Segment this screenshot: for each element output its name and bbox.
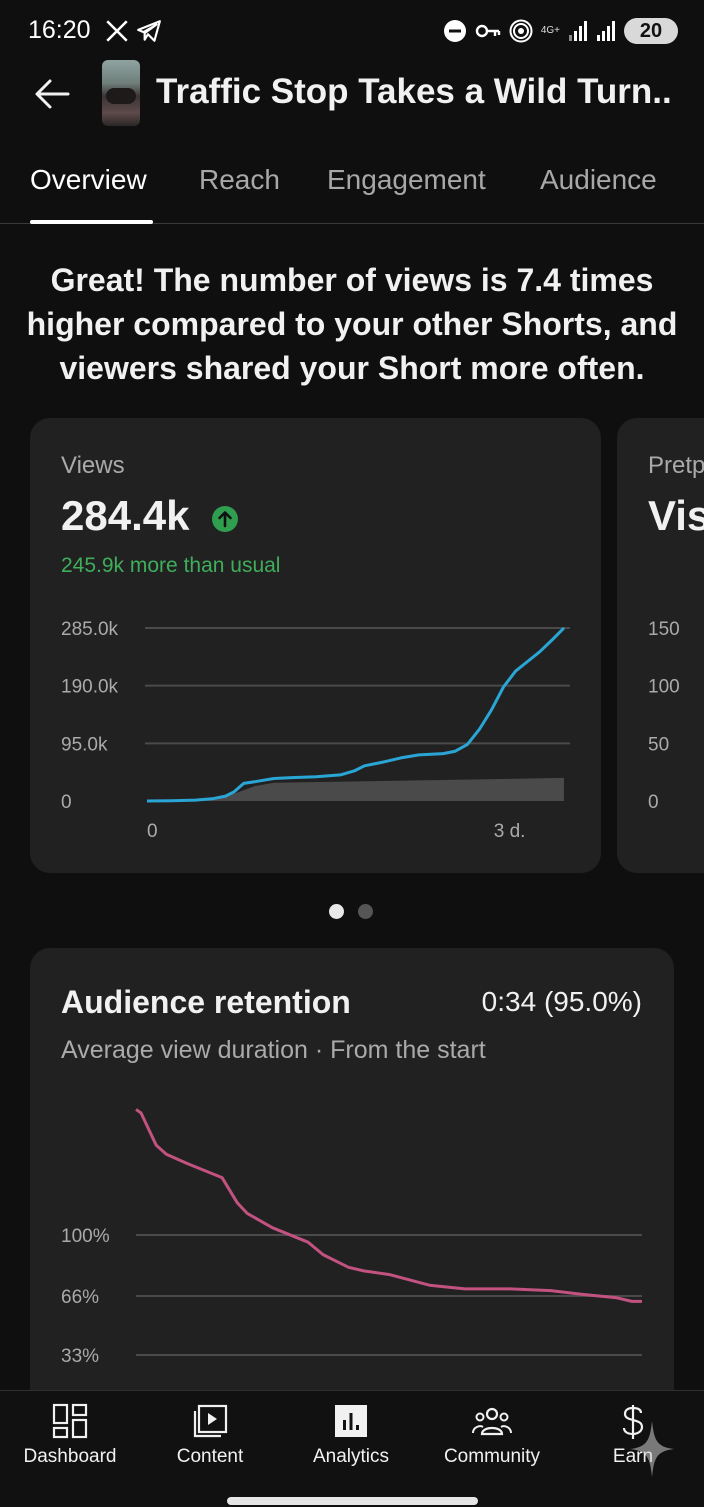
battery-level: 20 xyxy=(639,19,663,42)
retention-subtitle: Average view duration · From the start xyxy=(61,1036,486,1064)
carousel-indicator xyxy=(329,904,373,919)
nav-analytics-label: Analytics xyxy=(312,1446,390,1467)
secondary-metric-card[interactable]: Pretp Vis 150 100 50 0 xyxy=(617,418,704,873)
retention-series-line xyxy=(135,1108,642,1303)
analytics-icon xyxy=(335,1405,367,1437)
views-label: Views xyxy=(61,452,125,479)
secondary-metric-label: Pretp xyxy=(648,452,704,479)
y-tick-label: 100% xyxy=(61,1226,110,1247)
video-thumbnail[interactable] xyxy=(102,60,140,126)
y-tick-label: 100 xyxy=(648,677,680,698)
x-tick-label: 0 xyxy=(147,821,158,842)
views-card[interactable]: Views 284.4k 245.9k more than usual 285.… xyxy=(30,418,601,873)
status-notification-icons xyxy=(104,18,162,44)
y-tick-label: 33% xyxy=(61,1346,99,1367)
nav-content[interactable]: Content xyxy=(140,1391,280,1491)
status-time: 16:20 xyxy=(28,16,91,44)
audience-retention-card[interactable]: Audience retention 0:34 (95.0%) Average … xyxy=(30,948,674,1428)
bottom-navigation: Dashboard Content Analytics Community xyxy=(0,1390,704,1507)
views-series-line xyxy=(146,626,566,803)
status-bar: 16:20 4G+ 20 xyxy=(0,0,704,64)
hotspot-icon xyxy=(509,19,533,43)
dashboard-icon xyxy=(52,1403,88,1439)
retention-chart: 100% 66% 33% xyxy=(61,1108,642,1367)
y-tick-label: 95.0k xyxy=(61,734,108,755)
carousel-dot[interactable] xyxy=(358,904,373,919)
retention-value: 0:34 (95.0%) xyxy=(481,986,642,1017)
typical-range-area xyxy=(147,777,564,801)
tab-audience[interactable]: Audience xyxy=(540,164,657,195)
analytics-tabs: Overview Reach Engagement Audience xyxy=(0,150,704,224)
signal-icon-2 xyxy=(597,21,615,41)
nav-community[interactable]: Community xyxy=(422,1391,562,1491)
y-tick-label: 50 xyxy=(648,734,669,755)
nav-community-label: Community xyxy=(443,1446,541,1467)
tab-reach[interactable]: Reach xyxy=(199,164,280,195)
battery-indicator: 20 xyxy=(624,18,678,44)
app-header: Traffic Stop Takes a Wild Turn.. xyxy=(0,58,704,130)
nav-dashboard[interactable]: Dashboard xyxy=(0,1391,140,1491)
carousel-dot[interactable] xyxy=(329,904,344,919)
network-type-label: 4G+ xyxy=(540,25,560,36)
video-title: Traffic Stop Takes a Wild Turn.. xyxy=(156,72,672,111)
y-tick-label: 285.0k xyxy=(61,619,119,640)
status-system-icons: 4G+ 20 xyxy=(443,18,678,44)
dnd-icon xyxy=(443,20,466,42)
tab-overview[interactable]: Overview xyxy=(30,164,147,195)
signal-icon-1 xyxy=(569,21,587,41)
views-value: 284.4k xyxy=(61,492,190,539)
vpn-key-icon xyxy=(475,24,501,38)
active-tab-indicator xyxy=(30,220,153,224)
trend-up-icon xyxy=(212,506,238,532)
sparkle-icon xyxy=(630,1421,674,1477)
insight-summary: Great! The number of views is 7.4 times … xyxy=(26,262,678,386)
content-icon xyxy=(193,1404,228,1438)
earn-icon xyxy=(622,1405,644,1439)
y-tick-label: 190.0k xyxy=(61,677,119,698)
secondary-metric-value: Vis xyxy=(648,492,704,539)
y-tick-label: 150 xyxy=(648,619,680,640)
secondary-metric-chart: 150 100 50 0 xyxy=(648,619,680,813)
home-indicator[interactable] xyxy=(227,1497,478,1505)
views-chart: 285.0k 190.0k 95.0k 0 0 3 d. xyxy=(61,619,570,842)
tab-engagement[interactable]: Engagement xyxy=(327,164,486,195)
views-delta: 245.9k more than usual xyxy=(61,554,281,577)
nav-analytics[interactable]: Analytics xyxy=(281,1391,421,1491)
x-app-icon xyxy=(106,20,128,42)
nav-content-label: Content xyxy=(176,1446,244,1467)
back-arrow-icon[interactable] xyxy=(30,72,74,116)
y-tick-label: 0 xyxy=(61,792,72,813)
x-tick-label: 3 d. xyxy=(494,821,526,842)
y-tick-label: 66% xyxy=(61,1287,99,1308)
nav-dashboard-label: Dashboard xyxy=(23,1446,117,1467)
y-tick-label: 0 xyxy=(648,792,659,813)
retention-title: Audience retention xyxy=(61,984,351,1020)
community-icon xyxy=(472,1407,512,1436)
telegram-icon xyxy=(137,20,161,42)
